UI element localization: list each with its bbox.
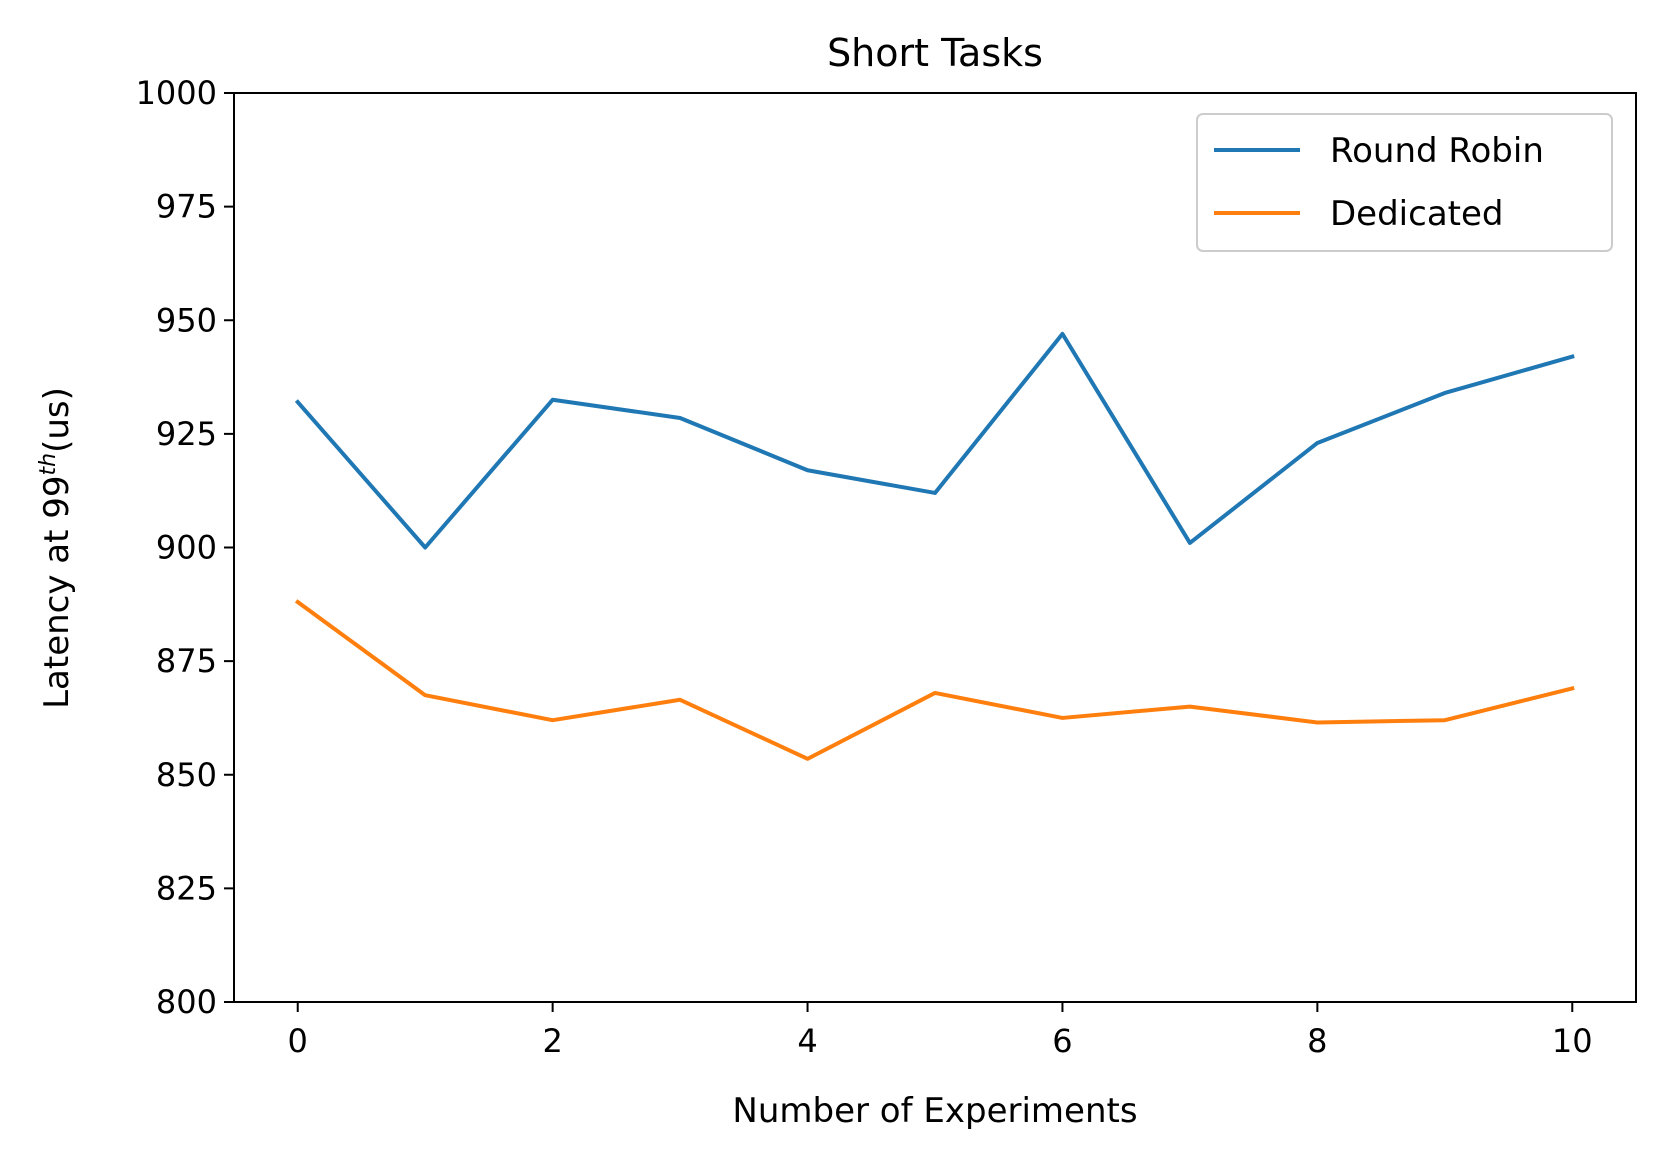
chart-title: Short Tasks <box>827 31 1043 75</box>
y-tick-label: 975 <box>156 188 217 226</box>
x-tick-label: 6 <box>1052 1022 1072 1060</box>
y-axis-label: Latency at 99th(us) <box>36 387 77 709</box>
y-tick-label: 825 <box>156 869 217 907</box>
series-line-0 <box>294 331 1575 550</box>
x-tick-label: 4 <box>797 1022 817 1060</box>
y-tick-label: 1000 <box>136 74 217 112</box>
x-tick-label: 10 <box>1552 1022 1593 1060</box>
x-tick-label: 2 <box>542 1022 562 1060</box>
y-tick-label: 800 <box>156 983 217 1021</box>
series-layer <box>294 331 1575 761</box>
y-axis: 800 825 850 875 900 925 950 975 1000 <box>136 74 234 1021</box>
legend-label-0: Round Robin <box>1330 131 1544 171</box>
x-tick-label: 8 <box>1307 1022 1327 1060</box>
y-tick-label: 875 <box>156 642 217 680</box>
x-tick-label: 0 <box>288 1022 308 1060</box>
series-line-1 <box>294 599 1575 761</box>
y-axis-label-superscript: th <box>36 453 61 476</box>
legend-box <box>1196 113 1613 252</box>
x-axis-label: Number of Experiments <box>732 1091 1137 1131</box>
x-axis: 0 2 4 6 8 10 <box>288 1002 1593 1060</box>
y-tick-label: 950 <box>156 301 217 339</box>
y-tick-label: 900 <box>156 529 217 567</box>
legend: Round Robin Dedicated <box>1196 113 1613 252</box>
y-axis-label-suffix: (us) <box>37 387 77 453</box>
y-tick-label: 850 <box>156 756 217 794</box>
legend-label-1: Dedicated <box>1330 194 1504 234</box>
y-axis-label-prefix: Latency at 99 <box>37 475 77 708</box>
y-tick-label: 925 <box>156 415 217 453</box>
